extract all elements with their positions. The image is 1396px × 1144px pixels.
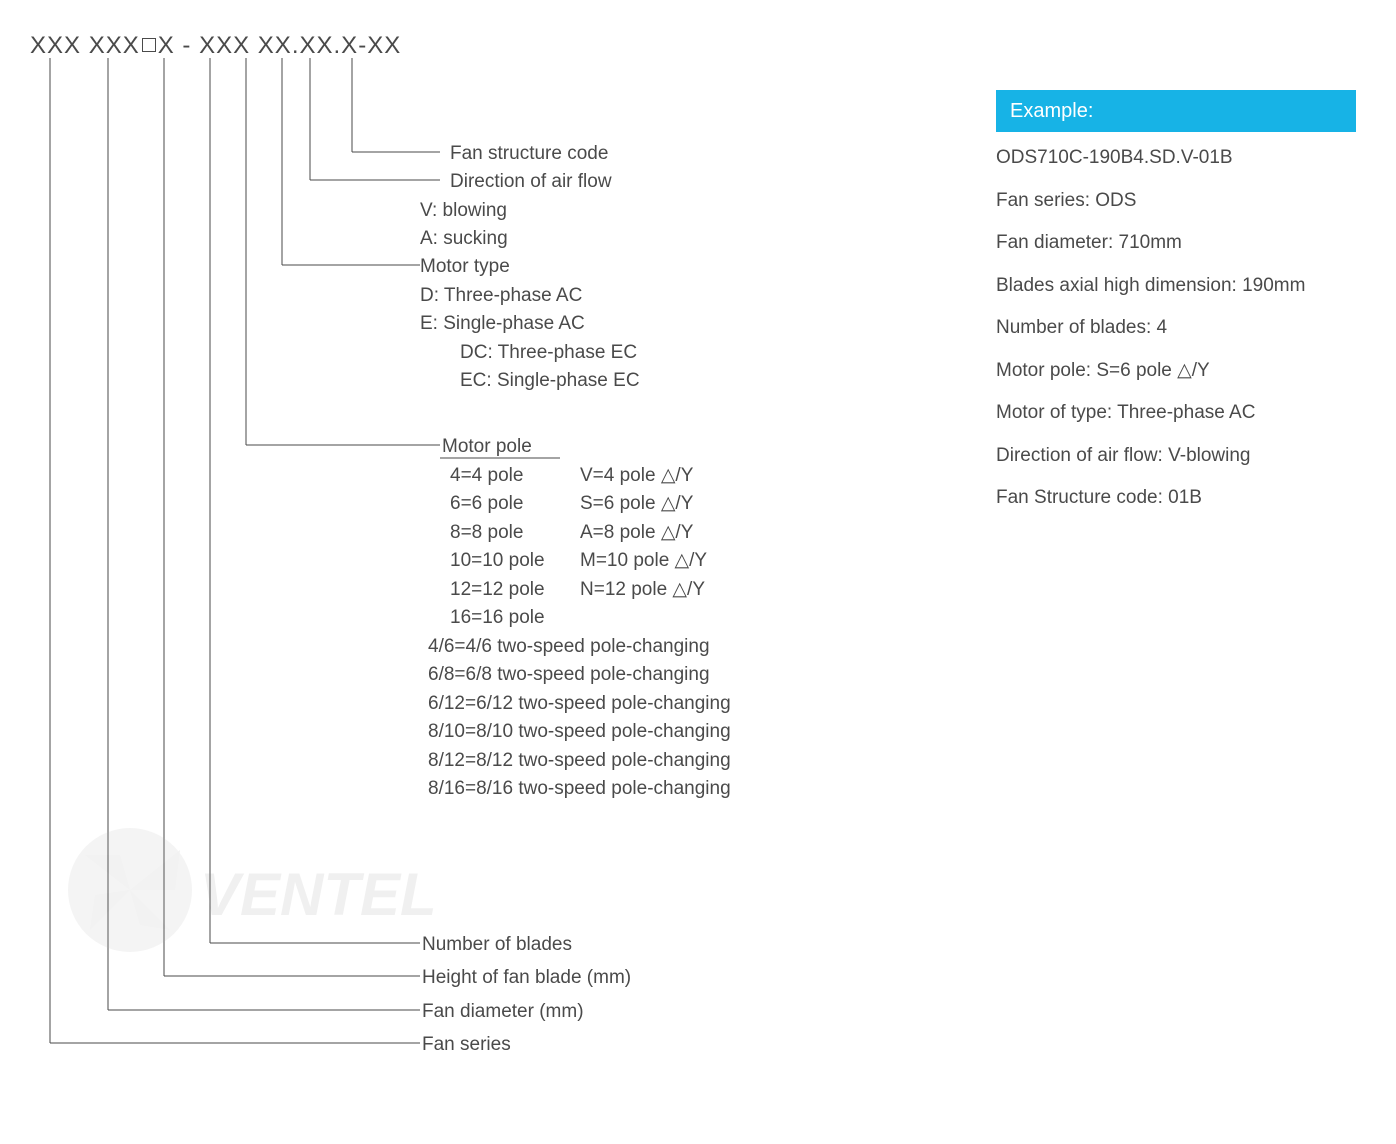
pole-table: 4=4 pole V=4 pole △/Y 6=6 pole S=6 pole △/… [450,462,731,633]
motor-type-dc: DC: Three-phase EC [420,339,640,368]
c4: 8/10=8/10 two-speed pole-changing [428,718,731,747]
airflow-title: Direction of air flow [450,168,612,197]
airflow-group: Direction of air flow V: blowing A: suck… [450,168,612,254]
example-box: Example: ODS710C-190B4.SD.V-01B Fan seri… [996,90,1356,527]
c2: 6/8=6/8 two-speed pole-changing [428,661,731,690]
seg4: XXX [199,32,250,59]
p4a: 4=4 pole [450,462,570,491]
motor-pole-group: Motor pole 4=4 poleV=4 pole △/Y 6=6 pole… [450,433,731,804]
example-axial: Blades axial high dimension: 190mm [996,272,1356,301]
seg3: X [158,32,175,59]
diameter-group: Fan diameter (mm) [422,998,584,1027]
p10b: M=10 pole △/Y [580,547,731,576]
series-title: Fan series [422,1031,511,1060]
c1: 4/6=4/6 two-speed pole-changing [428,633,731,662]
p6b: S=6 pole △/Y [580,490,731,519]
example-motor: Motor of type: Three-phase AC [996,399,1356,428]
motor-type-title: Motor type [420,253,640,282]
example-structure: Fan Structure code: 01B [996,484,1356,513]
p12b: N=12 pole △/Y [580,576,731,605]
p12a: 12=12 pole [450,576,570,605]
box-icon [142,38,156,52]
p6a: 6=6 pole [450,490,570,519]
motor-type-d: D: Three-phase AC [420,282,640,311]
example-code: ODS710C-190B4.SD.V-01B [996,144,1356,173]
motor-type-group: Motor type D: Three-phase AC E: Single-p… [420,253,640,396]
motor-pole-title: Motor pole [442,433,731,462]
seg5: XX [258,32,292,59]
example-diameter: Fan diameter: 710mm [996,229,1356,258]
example-blades: Number of blades: 4 [996,314,1356,343]
motor-type-ec: EC: Single-phase EC [420,367,640,396]
diameter-title: Fan diameter (mm) [422,998,584,1027]
c3: 6/12=6/12 two-speed pole-changing [428,690,731,719]
c5: 8/12=8/12 two-speed pole-changing [428,747,731,776]
p16a: 16=16 pole [450,604,570,633]
p4b: V=4 pole △/Y [580,462,731,491]
p8b: A=8 pole △/Y [580,519,731,548]
series-group: Fan series [422,1031,511,1060]
example-pole: Motor pole: S=6 pole △/Y [996,357,1356,386]
p8a: 8=8 pole [450,519,570,548]
airflow-v: V: blowing [420,197,612,226]
fan-structure-title: Fan structure code [450,140,608,169]
example-body: ODS710C-190B4.SD.V-01B Fan series: ODS F… [996,132,1356,513]
watermark-text: VENTEL [200,861,437,928]
example-airflow: Direction of air flow: V-blowing [996,442,1356,471]
fan-structure-group: Fan structure code [450,140,608,169]
example-header: Example: [996,90,1356,132]
seg1: XXX [30,32,81,59]
seg6: XX [299,32,333,59]
example-series: Fan series: ODS [996,187,1356,216]
sep2: - [358,32,367,59]
sep1: - [182,32,191,59]
p10a: 10=10 pole [450,547,570,576]
watermark-logo: VENTEL [60,800,480,990]
code-pattern: XXX XXXX - XXX XX.XX.X-XX [30,28,401,64]
airflow-a: A: sucking [420,225,612,254]
seg7: X [341,32,358,59]
seg8: XX [367,32,401,59]
seg2: XXX [89,32,140,59]
motor-type-e: E: Single-phase AC [420,310,640,339]
